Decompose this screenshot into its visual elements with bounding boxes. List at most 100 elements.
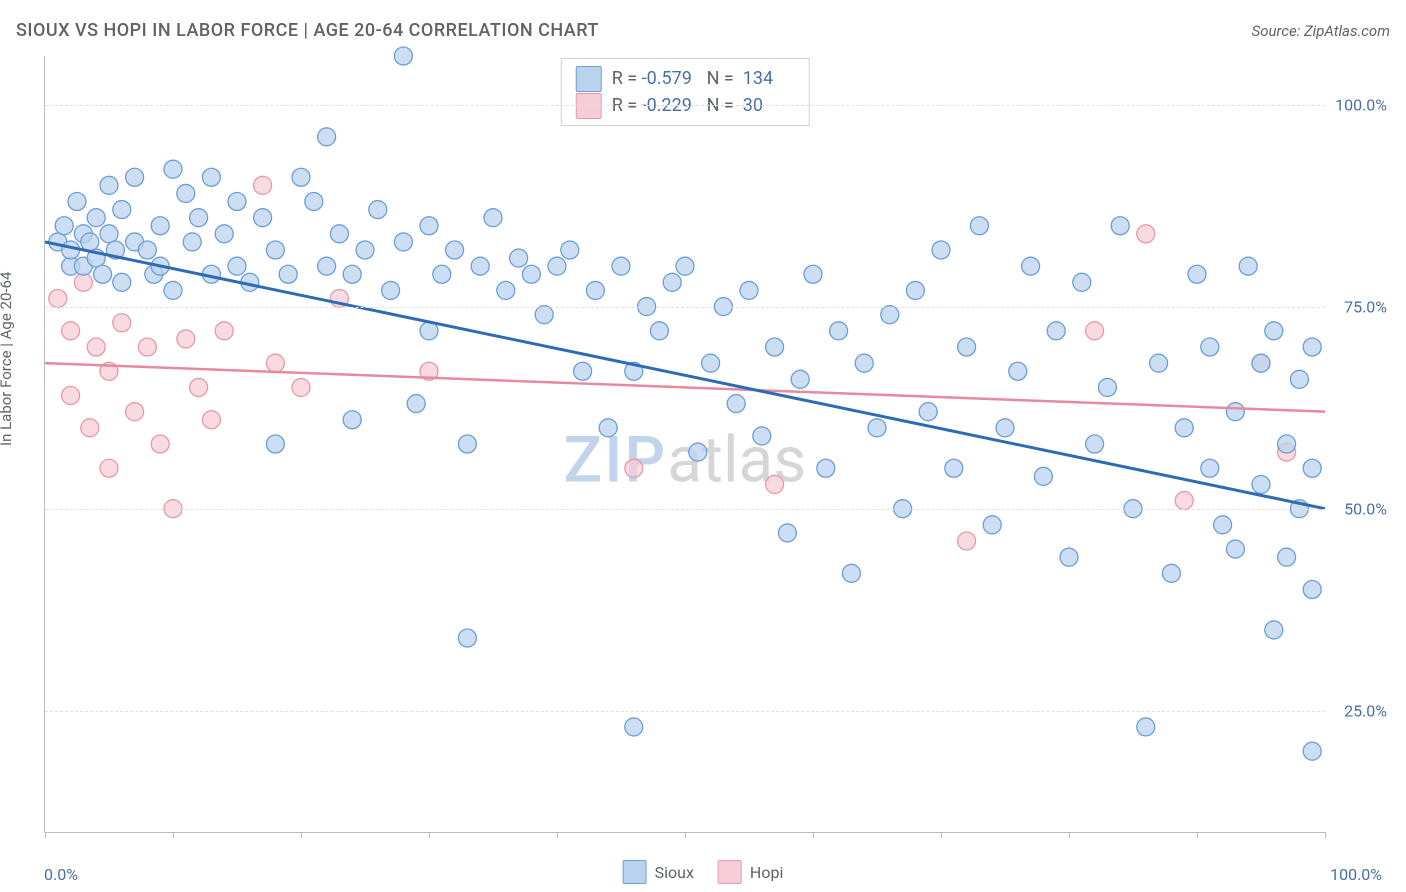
sioux-point	[919, 403, 937, 421]
legend-label: Sioux	[655, 863, 694, 882]
sioux-point	[228, 257, 246, 275]
sioux-point	[1214, 516, 1232, 534]
sioux-point	[81, 233, 99, 251]
sioux-point	[1201, 338, 1219, 356]
sioux-point	[100, 176, 118, 194]
sioux-point	[266, 241, 284, 259]
hopi-point	[266, 354, 284, 372]
sioux-point	[497, 281, 515, 299]
sioux-point	[1137, 718, 1155, 736]
hopi-point	[1137, 225, 1155, 243]
hopi-point	[151, 435, 169, 453]
sioux-point	[1022, 257, 1040, 275]
hopi-swatch-icon	[576, 93, 602, 119]
hopi-point	[138, 338, 156, 356]
hopi-point	[625, 459, 643, 477]
sioux-point	[1047, 322, 1065, 340]
hopi-point	[100, 459, 118, 477]
sioux-point	[625, 718, 643, 736]
sioux-point	[510, 249, 528, 267]
x-tick	[173, 832, 174, 838]
sioux-point	[676, 257, 694, 275]
x-tick	[941, 832, 942, 838]
hopi-point	[215, 322, 233, 340]
sioux-point	[1290, 370, 1308, 388]
scatter-svg	[45, 56, 1325, 832]
sioux-point	[68, 193, 86, 211]
sioux-point	[1162, 564, 1180, 582]
sioux-point	[1265, 621, 1283, 639]
sioux-point	[433, 265, 451, 283]
sioux-point	[983, 516, 1001, 534]
sioux-point	[1060, 548, 1078, 566]
gridline	[45, 711, 1325, 712]
sioux-point	[254, 209, 272, 227]
chart-container: SIOUX VS HOPI IN LABOR FORCE | AGE 20-64…	[0, 0, 1406, 892]
hopi-point	[1086, 322, 1104, 340]
stats-legend-box: R = -0.579 N = 134R = -0.229 N = 30	[561, 58, 810, 126]
sioux-point	[740, 281, 758, 299]
sioux-point	[1265, 322, 1283, 340]
sioux-legend-swatch-icon	[623, 860, 647, 884]
sioux-point	[1303, 338, 1321, 356]
sioux-point	[1252, 475, 1270, 493]
sioux-point	[945, 459, 963, 477]
sioux-point	[830, 322, 848, 340]
sioux-point	[612, 257, 630, 275]
gridline	[45, 509, 1325, 510]
hopi-point	[254, 176, 272, 194]
stats-text: R = -0.579 N = 134	[612, 65, 795, 92]
sioux-point	[855, 354, 873, 372]
sioux-point	[183, 233, 201, 251]
sioux-point	[791, 370, 809, 388]
hopi-point	[958, 532, 976, 550]
x-tick	[813, 832, 814, 838]
sioux-point	[817, 459, 835, 477]
sioux-point	[1098, 378, 1116, 396]
y-tick-label: 100.0%	[1335, 95, 1387, 114]
sioux-point	[318, 257, 336, 275]
sioux-point	[113, 273, 131, 291]
sioux-point	[1175, 419, 1193, 437]
plot-area: ZIPatlas R = -0.579 N = 134R = -0.229 N …	[44, 56, 1325, 833]
sioux-point	[1239, 257, 1257, 275]
sioux-point	[394, 47, 412, 65]
sioux-point	[343, 265, 361, 283]
sioux-point	[471, 257, 489, 275]
sioux-point	[586, 281, 604, 299]
sioux-point	[55, 217, 73, 235]
sioux-point	[305, 193, 323, 211]
y-tick-label: 75.0%	[1344, 297, 1387, 316]
x-tick	[301, 832, 302, 838]
sioux-point	[1278, 435, 1296, 453]
x-tick	[1069, 832, 1070, 838]
sioux-point	[1188, 265, 1206, 283]
x-tick	[1197, 832, 1198, 838]
sioux-point	[753, 427, 771, 445]
sioux-point	[458, 629, 476, 647]
sioux-point	[535, 306, 553, 324]
source-label: Source: ZipAtlas.com	[1252, 22, 1390, 40]
hopi-point	[113, 314, 131, 332]
sioux-point	[1111, 217, 1129, 235]
x-tick	[685, 832, 686, 838]
sioux-point	[1034, 467, 1052, 485]
sioux-point	[574, 362, 592, 380]
sioux-point	[279, 265, 297, 283]
sioux-point	[702, 354, 720, 372]
sioux-point	[1086, 435, 1104, 453]
sioux-point	[228, 193, 246, 211]
sioux-swatch-icon	[576, 66, 602, 92]
sioux-point	[663, 273, 681, 291]
sioux-trendline	[45, 242, 1325, 509]
sioux-point	[778, 524, 796, 542]
hopi-point	[62, 387, 80, 405]
sioux-point	[1303, 459, 1321, 477]
sioux-point	[1278, 548, 1296, 566]
sioux-point	[94, 265, 112, 283]
sioux-point	[343, 411, 361, 429]
legend-label: Hopi	[750, 863, 783, 882]
sioux-point	[1226, 540, 1244, 558]
sioux-point	[420, 217, 438, 235]
sioux-point	[126, 168, 144, 186]
